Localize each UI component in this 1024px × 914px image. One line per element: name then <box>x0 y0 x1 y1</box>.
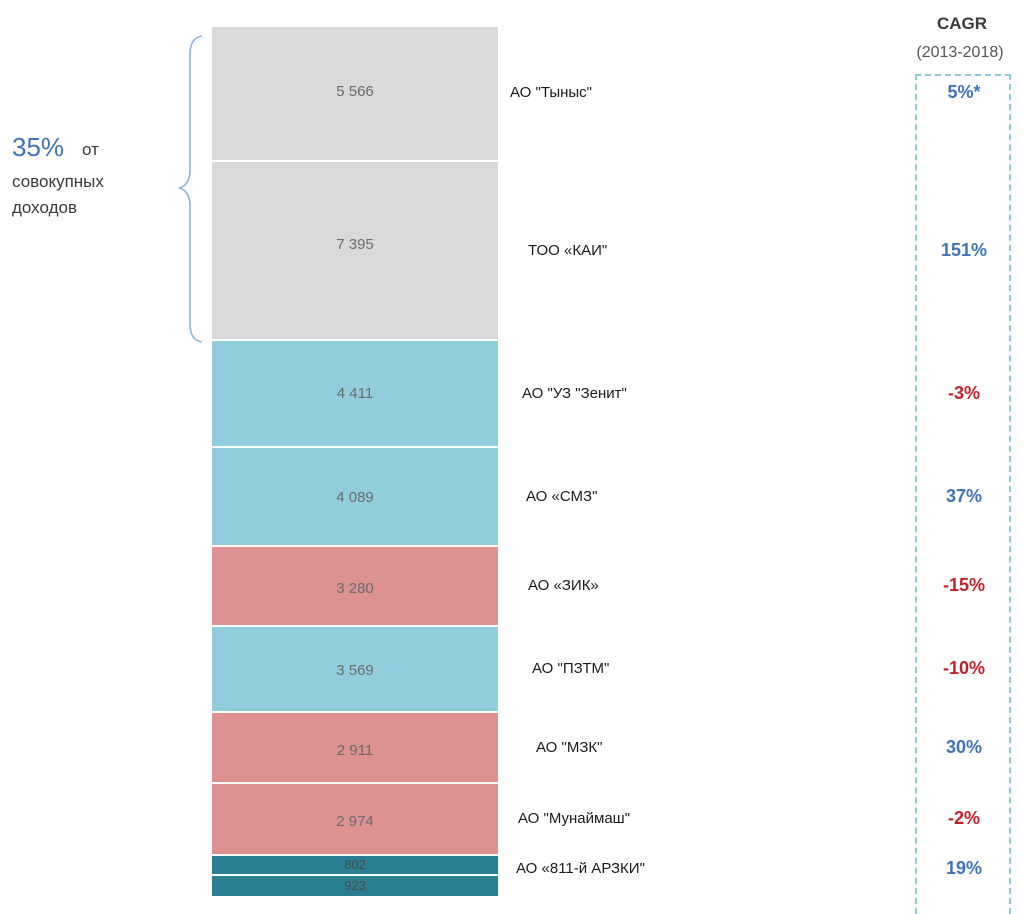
segment-value-label: 802 <box>344 857 366 873</box>
company-label: АО "Тыныс" <box>510 84 593 102</box>
cagr-value: 5%* <box>947 82 981 103</box>
segment-value-label: 5 566 <box>336 82 374 100</box>
bar-segment: 2 974 <box>212 784 498 857</box>
cagr-value: 30% <box>945 736 983 757</box>
segment-value-label: 4 411 <box>336 385 374 403</box>
company-label: АО «811-й АРЗКИ" <box>516 859 645 877</box>
share-text-line3: доходов <box>12 198 77 217</box>
cagr-value: -3% <box>947 382 980 403</box>
segment-value-label: 3 280 <box>336 579 374 597</box>
bar-segment: 802 <box>212 856 498 876</box>
bar-segment: 3 569 <box>212 626 498 714</box>
segment-value-label: 2 911 <box>336 742 374 760</box>
segment-value-label: 923 <box>344 878 366 894</box>
cagr-column-frame <box>915 74 1011 914</box>
bar-segment: 2 911 <box>212 713 498 785</box>
bar-segment: 4 411 <box>212 341 498 449</box>
segment-value-label: 4 089 <box>336 488 374 506</box>
cagr-period: (2013-2018) <box>916 44 1004 61</box>
company-label: АО "УЗ "Зенит" <box>522 384 627 402</box>
company-label: АО "ПЗТМ" <box>532 660 610 678</box>
share-percent: 35% <box>12 132 65 162</box>
share-text-line2: совокупных <box>12 172 104 191</box>
bar-segment: 7 395 <box>212 161 498 342</box>
bar-segment: 923 <box>212 875 498 898</box>
cagr-value: -10% <box>942 658 986 679</box>
bar-segment: 3 280 <box>212 547 498 627</box>
cagr-value: -2% <box>947 808 980 829</box>
cagr-value: 19% <box>945 857 983 878</box>
bar-segment: 4 089 <box>212 448 498 548</box>
segment-value-label: 7 395 <box>336 236 374 254</box>
company-label: АО «СМЗ" <box>526 487 598 505</box>
cagr-value: 37% <box>945 485 983 506</box>
cagr-title: CAGR <box>936 14 988 33</box>
brace-icon <box>177 35 203 343</box>
bar-segment: 5 566 <box>212 27 498 162</box>
segment-value-label: 2 974 <box>336 813 374 831</box>
segment-value-label: 3 569 <box>336 662 374 680</box>
company-label: АО "Мунаймаш" <box>518 810 631 828</box>
company-label: АО «ЗИК» <box>528 577 599 595</box>
company-label: АО "МЗК" <box>536 738 603 756</box>
share-suffix: от <box>82 140 99 159</box>
company-label: ТОО «КАИ" <box>528 241 608 259</box>
cagr-value: 151% <box>940 239 988 260</box>
cagr-value: -15% <box>942 575 986 596</box>
